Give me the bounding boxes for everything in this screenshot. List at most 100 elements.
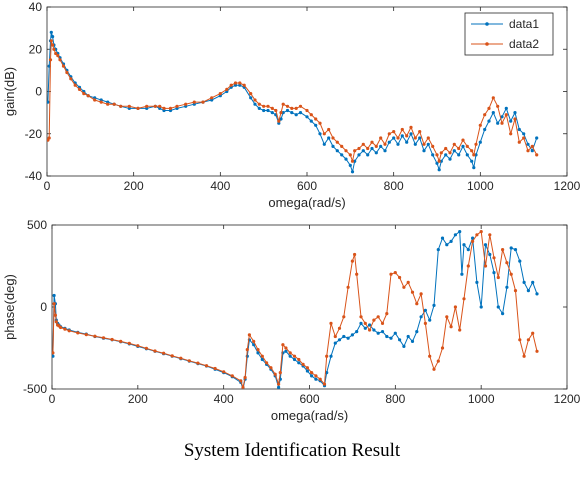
data-point-data2 — [242, 83, 246, 87]
data-point-data2 — [453, 305, 457, 309]
data-point-data1 — [277, 385, 281, 389]
data-point-data2 — [49, 39, 53, 43]
data-point-data1 — [376, 331, 380, 335]
data-point-data1 — [509, 246, 513, 250]
data-point-data2 — [253, 98, 257, 102]
data-point-data2 — [127, 341, 131, 345]
data-point-data2 — [466, 264, 470, 268]
data-point-data2 — [136, 344, 140, 348]
data-point-data2 — [333, 334, 337, 339]
data-point-data2 — [284, 346, 288, 350]
data-point-data2 — [69, 77, 73, 81]
data-point-data2 — [422, 142, 426, 146]
data-point-data2 — [492, 256, 496, 260]
data-point-data2 — [496, 104, 500, 108]
data-point-data2 — [290, 106, 294, 110]
data-point-data1 — [340, 153, 344, 157]
data-point-data1 — [513, 111, 517, 115]
data-point-data2 — [340, 144, 344, 148]
data-point-data1 — [333, 341, 337, 345]
data-point-data2 — [413, 136, 417, 140]
data-point-data2 — [409, 125, 413, 129]
data-point-data2 — [363, 321, 367, 325]
data-point-data2 — [355, 272, 359, 276]
data-point-data2 — [350, 259, 354, 263]
data-point-data2 — [368, 328, 372, 332]
data-point-data1 — [458, 230, 462, 234]
data-point-data2 — [445, 315, 449, 319]
data-point-data2 — [526, 338, 531, 342]
data-point-data2 — [462, 297, 466, 301]
data-point-data2 — [273, 372, 277, 376]
legend-label-data2: data2 — [509, 37, 539, 51]
data-point-data1 — [292, 357, 297, 362]
data-point-data2 — [59, 325, 63, 330]
data-point-data1 — [383, 149, 387, 153]
data-point-data2 — [51, 43, 55, 47]
data-point-data2 — [54, 51, 58, 56]
data-point-data2 — [348, 153, 352, 157]
data-point-data1 — [93, 96, 97, 100]
data-point-data1 — [379, 144, 383, 148]
data-point-data2 — [488, 233, 492, 237]
data-point-data2 — [491, 96, 495, 100]
data-point-data2 — [298, 104, 303, 108]
data-point-data2 — [99, 100, 103, 104]
data-point-data2 — [431, 144, 435, 148]
data-point-data1 — [518, 259, 522, 263]
data-point-data2 — [265, 361, 269, 365]
data-point-data1 — [327, 136, 331, 140]
x-tick-label: 0 — [44, 179, 51, 193]
data-point-data2 — [437, 159, 441, 163]
data-point-data2 — [76, 331, 80, 335]
legend-marker-data1 — [485, 22, 489, 26]
data-point-data2 — [383, 142, 387, 146]
data-point-data1 — [471, 236, 475, 240]
data-point-data1 — [422, 149, 426, 153]
data-point-data2 — [350, 159, 355, 163]
data-point-data1 — [448, 157, 452, 161]
data-point-data2 — [175, 104, 179, 108]
data-point-data1 — [294, 113, 298, 117]
data-point-data2 — [496, 275, 500, 280]
figure-caption: System Identification Result — [183, 440, 401, 461]
data-point-data2 — [277, 119, 281, 123]
data-point-data1 — [310, 374, 314, 378]
data-point-data1 — [398, 338, 402, 342]
data-point-data2 — [389, 272, 393, 276]
data-point-data2 — [218, 92, 222, 96]
data-point-data1 — [418, 136, 422, 140]
series-line-data1 — [47, 32, 538, 174]
data-point-data2 — [415, 302, 419, 306]
data-point-data2 — [84, 333, 88, 337]
data-point-data2 — [145, 104, 149, 108]
data-point-data2 — [513, 289, 518, 293]
x-tick-label: 1200 — [554, 392, 581, 406]
y-tick-label: 40 — [29, 0, 43, 14]
data-point-data1 — [444, 153, 448, 157]
data-point-data2 — [196, 361, 200, 365]
data-point-data2 — [281, 343, 285, 347]
data-point-data1 — [457, 153, 461, 157]
data-point-data2 — [357, 146, 361, 151]
data-point-data2 — [106, 102, 110, 106]
data-point-data2 — [531, 331, 535, 335]
data-point-data1 — [329, 354, 333, 358]
data-point-data2 — [530, 144, 534, 148]
data-point-data1 — [279, 117, 283, 121]
data-point-data2 — [112, 102, 116, 106]
data-point-data2 — [423, 321, 427, 325]
data-point-data2 — [233, 81, 238, 85]
data-point-data1 — [400, 134, 404, 138]
data-point-data1 — [309, 119, 313, 123]
data-point-data2 — [93, 334, 97, 338]
data-point-data1 — [526, 289, 531, 293]
data-point-data2 — [292, 354, 297, 358]
data-point-data2 — [285, 104, 290, 108]
data-point-data2 — [294, 106, 298, 110]
data-point-data2 — [63, 327, 67, 331]
data-point-data1 — [253, 102, 257, 106]
data-point-data1 — [483, 127, 487, 132]
data-point-data2 — [440, 346, 445, 350]
